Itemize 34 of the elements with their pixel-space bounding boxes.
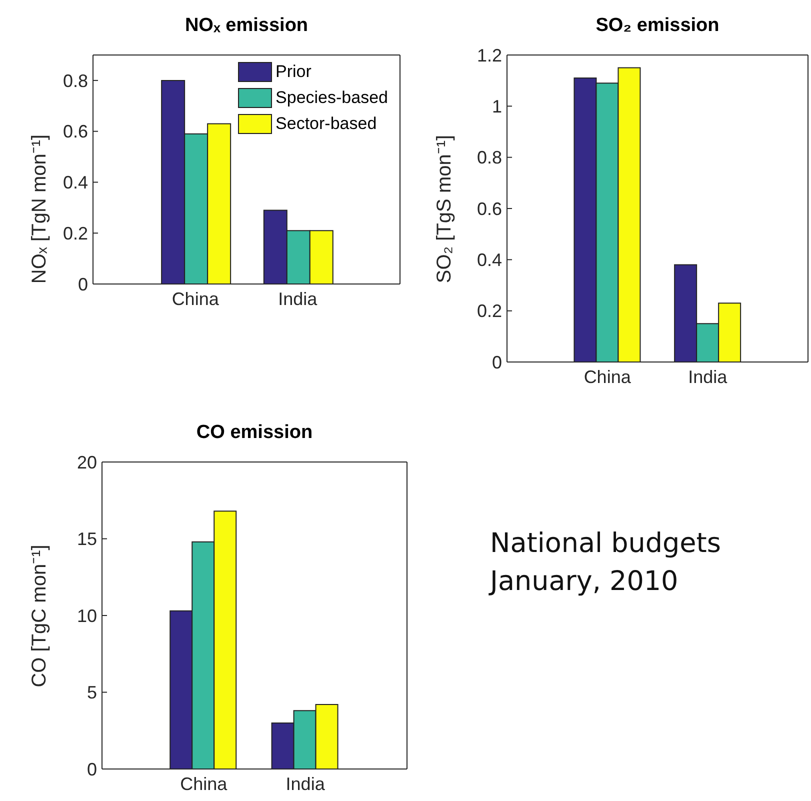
y-tick-label: 0 — [86, 759, 97, 780]
legend-label: Species-based — [276, 88, 388, 108]
y-axis-title: SO₂ [TgS mon⁻¹] — [432, 134, 456, 283]
y-tick-label: 10 — [76, 606, 97, 626]
chart-title: SO₂ emission — [594, 15, 720, 37]
y-axis-title: NOₓ [TgN mon⁻¹] — [28, 134, 52, 284]
y-tick-label: 1.2 — [476, 45, 502, 66]
y-tick-label: 0.8 — [476, 148, 502, 168]
x-tick-label: China — [180, 774, 228, 794]
y-tick-label: 15 — [76, 529, 97, 550]
x-tick-label: India — [688, 366, 728, 387]
y-tick-label: 0.2 — [62, 224, 88, 244]
y-tick-label: 1 — [492, 96, 502, 117]
y-tick-label: 0.4 — [62, 172, 88, 193]
y-tick-label: 0.6 — [476, 198, 502, 219]
text: January, 2010 — [490, 565, 680, 599]
x-tick-label: India — [286, 774, 326, 794]
y-tick-label: 5 — [86, 682, 97, 703]
y-tick-label: 0.4 — [476, 250, 502, 270]
text: National budgets — [490, 527, 721, 561]
y-tick-label: 0.2 — [476, 301, 502, 322]
legend-label: Prior — [276, 62, 312, 82]
chart-title: NOₓ emission — [184, 15, 310, 37]
chart-title: CO emission — [195, 422, 314, 444]
legend-label: Sector-based — [276, 114, 377, 134]
x-tick-label: India — [278, 288, 318, 309]
x-tick-label: China — [172, 288, 220, 309]
y-tick-label: 0 — [78, 274, 88, 294]
x-tick-label: China — [584, 366, 632, 387]
y-tick-label: 0.6 — [62, 122, 88, 142]
y-tick-label: 0 — [492, 352, 502, 372]
y-tick-label: 0.8 — [62, 70, 88, 91]
y-axis-title: CO [TgC mon⁻¹] — [28, 544, 52, 687]
y-tick-label: 20 — [76, 452, 97, 472]
